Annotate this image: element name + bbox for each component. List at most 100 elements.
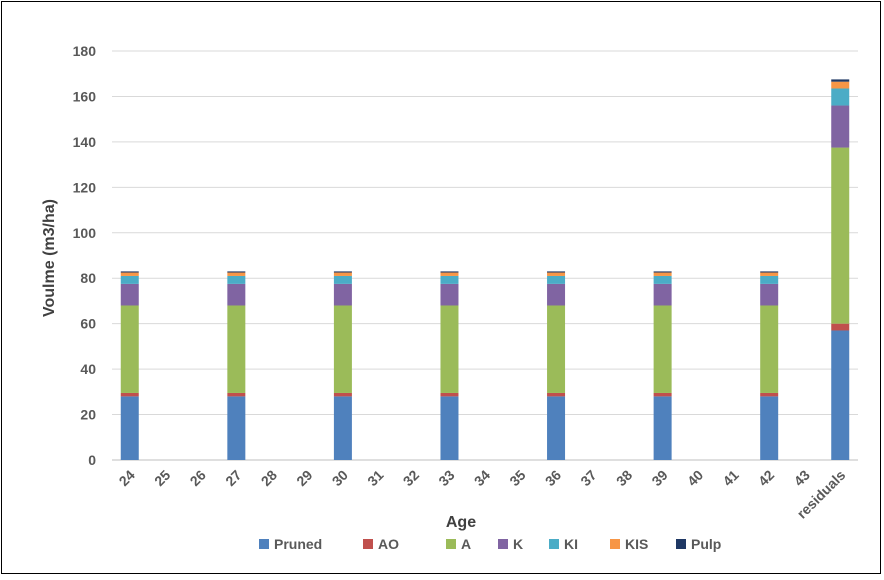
legend-label-pruned: Pruned bbox=[274, 536, 322, 552]
legend: Pruned AO A K KI KIS Pulp bbox=[259, 536, 721, 552]
bar-segment-k bbox=[227, 283, 246, 306]
bar-segment-k bbox=[440, 283, 459, 306]
bar-segment-pruned bbox=[547, 396, 566, 460]
x-tick-label: 43 bbox=[791, 467, 813, 489]
bar-segment-k bbox=[760, 283, 779, 306]
legend-swatch-ao bbox=[363, 539, 373, 549]
x-tick-label: 31 bbox=[364, 467, 386, 489]
bar-segment-k bbox=[653, 283, 672, 306]
bar-segment-pruned bbox=[333, 396, 352, 460]
bars bbox=[120, 79, 850, 460]
y-tick-label: 180 bbox=[73, 43, 97, 59]
x-tick-label: 37 bbox=[577, 467, 599, 489]
bar-segment-a bbox=[831, 147, 850, 324]
bar-segment-a bbox=[333, 305, 352, 393]
y-tick-label: 0 bbox=[88, 452, 96, 468]
legend-label-a: A bbox=[461, 536, 471, 552]
legend-label-k: K bbox=[513, 536, 523, 552]
bar-segment-pruned bbox=[227, 396, 246, 460]
x-tick-label: 36 bbox=[542, 467, 564, 489]
x-tick-label: 40 bbox=[684, 467, 706, 489]
legend-swatch-pruned bbox=[259, 539, 269, 549]
x-tick-label: 38 bbox=[613, 467, 635, 489]
legend-label-kis: KIS bbox=[625, 536, 648, 552]
x-tick-label: 41 bbox=[719, 467, 741, 489]
legend-swatch-a bbox=[446, 539, 456, 549]
bar-segment-pulp bbox=[547, 271, 566, 273]
x-tick-label: 34 bbox=[471, 467, 493, 489]
y-tick-label: 80 bbox=[80, 270, 96, 286]
bar-segment-pulp bbox=[831, 79, 850, 82]
bar-segment-ki bbox=[227, 275, 246, 284]
legend-label-ki: KI bbox=[564, 536, 578, 552]
bar-segment-pruned bbox=[653, 396, 672, 460]
x-tick-label: 32 bbox=[400, 467, 422, 489]
x-tick-label: 33 bbox=[435, 467, 457, 489]
legend-swatch-k bbox=[498, 539, 508, 549]
bar-segment-ki bbox=[333, 275, 352, 284]
bar-segment-ao bbox=[760, 392, 779, 397]
legend-label-ao: AO bbox=[378, 536, 399, 552]
bar-segment-kis bbox=[760, 272, 779, 276]
bar-segment-pulp bbox=[120, 271, 139, 273]
x-tick-labels: 24 25 26 27 28 29 30 31 32 33 34 35 36 37 38 39 40 41 42 43… bbox=[116, 467, 849, 522]
bar-segment-ao bbox=[547, 392, 566, 397]
bar-segment-kis bbox=[653, 272, 672, 276]
bar-segment-pulp bbox=[227, 271, 246, 273]
bar-segment-pruned bbox=[831, 330, 850, 460]
y-tick-label: 20 bbox=[80, 407, 96, 423]
x-tick-label: 24 bbox=[116, 467, 138, 489]
bar-segment-pulp bbox=[333, 271, 352, 273]
gridlines bbox=[112, 50, 858, 461]
x-tick-label: 35 bbox=[506, 467, 528, 489]
y-tick-label: 120 bbox=[73, 179, 97, 195]
bar-segment-k bbox=[831, 105, 850, 148]
legend-label-pulp: Pulp bbox=[691, 536, 721, 552]
x-tick-label: 39 bbox=[648, 467, 670, 489]
bar-segment-ki bbox=[653, 275, 672, 284]
x-axis-title: Age bbox=[446, 514, 476, 531]
bar-segment-pruned bbox=[760, 396, 779, 460]
bar-segment-ao bbox=[831, 323, 850, 331]
bar-segment-kis bbox=[333, 272, 352, 276]
bar-segment-ao bbox=[440, 392, 459, 397]
bar-segment-ao bbox=[333, 392, 352, 397]
bar-segment-kis bbox=[831, 81, 850, 89]
legend-swatch-kis bbox=[610, 539, 620, 549]
x-tick-label: 42 bbox=[755, 467, 777, 489]
bar-segment-kis bbox=[120, 272, 139, 276]
y-tick-label: 60 bbox=[80, 316, 96, 332]
bar-segment-ao bbox=[227, 392, 246, 397]
bar-segment-a bbox=[440, 305, 459, 393]
bar-segment-kis bbox=[440, 272, 459, 276]
bar-segment-pruned bbox=[120, 396, 139, 460]
y-axis-title: Voulme (m3/ha) bbox=[41, 199, 58, 317]
bar-segment-a bbox=[120, 305, 139, 393]
y-tick-label: 140 bbox=[73, 134, 97, 150]
bar-segment-pulp bbox=[760, 271, 779, 273]
bar-segment-ao bbox=[120, 392, 139, 397]
bar-segment-ki bbox=[760, 275, 779, 284]
bar-segment-pulp bbox=[653, 271, 672, 273]
legend-swatch-pulp bbox=[676, 539, 686, 549]
y-tick-label: 40 bbox=[80, 361, 96, 377]
y-tick-label: 100 bbox=[73, 225, 97, 241]
bar-segment-pruned bbox=[440, 396, 459, 460]
y-tick-label: 160 bbox=[73, 88, 97, 104]
y-tick-labels: 0 20 40 60 80 100 120 140 160 180 bbox=[73, 43, 97, 468]
bar-segment-a bbox=[653, 305, 672, 393]
bar-segment-kis bbox=[547, 272, 566, 276]
bar-segment-ki bbox=[120, 275, 139, 284]
bar-segment-k bbox=[547, 283, 566, 306]
x-tick-label: 25 bbox=[151, 467, 173, 489]
bar-segment-kis bbox=[227, 272, 246, 276]
bar-segment-ki bbox=[440, 275, 459, 284]
legend-swatch-ki bbox=[549, 539, 559, 549]
bar-segment-k bbox=[333, 283, 352, 306]
x-tick-label: 28 bbox=[258, 467, 280, 489]
x-tick-label: 26 bbox=[187, 467, 209, 489]
bar-segment-ki bbox=[831, 88, 850, 106]
x-tick-label: 27 bbox=[222, 467, 244, 489]
bar-segment-k bbox=[120, 283, 139, 306]
